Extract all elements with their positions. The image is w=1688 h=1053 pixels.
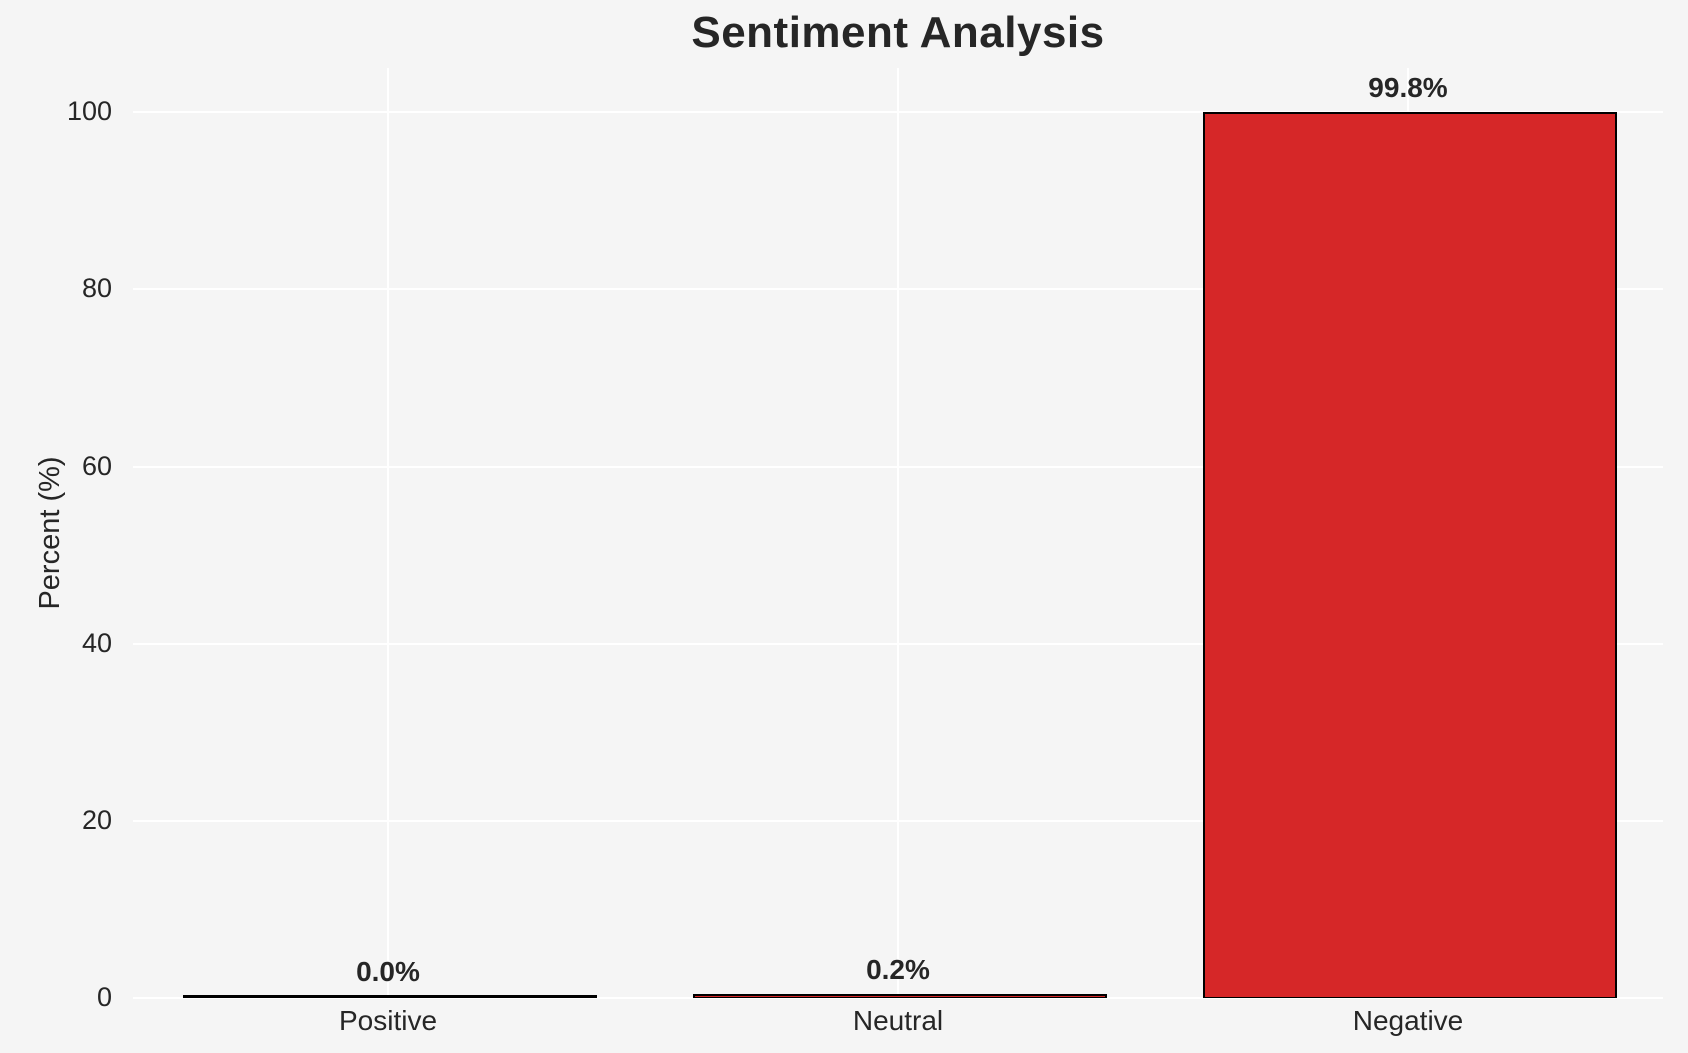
y-tick-label: 60 (81, 450, 112, 481)
bar-negative (1203, 112, 1617, 998)
bar-value-label: 0.2% (866, 954, 930, 986)
bar-value-label: 99.8% (1368, 72, 1448, 104)
y-tick-label: 20 (81, 804, 112, 835)
y-tick-label: 0 (96, 982, 112, 1012)
vertical-gridline (387, 68, 389, 998)
x-tick-label-negative: Negative (1352, 1005, 1464, 1036)
plot-area: 0.0% 0.2% 99.8% (133, 68, 1663, 999)
bar-neutral (693, 994, 1107, 998)
bar-positive (183, 995, 597, 998)
x-axis: Positive Neutral Negative (133, 998, 1663, 1053)
y-axis: 0 20 40 60 80 100 (0, 68, 112, 1011)
x-tick-label-neutral: Neutral (852, 1005, 944, 1036)
y-tick-label: 40 (81, 627, 112, 658)
horizontal-gridline (133, 997, 1663, 999)
y-tick-label: 100 (66, 96, 112, 127)
x-tick-label-positive: Positive (338, 1005, 438, 1036)
chart-title: Sentiment Analysis (691, 8, 1105, 57)
vertical-gridline (897, 68, 899, 998)
bar-value-label: 0.0% (356, 956, 420, 987)
y-tick-label: 80 (81, 273, 112, 304)
